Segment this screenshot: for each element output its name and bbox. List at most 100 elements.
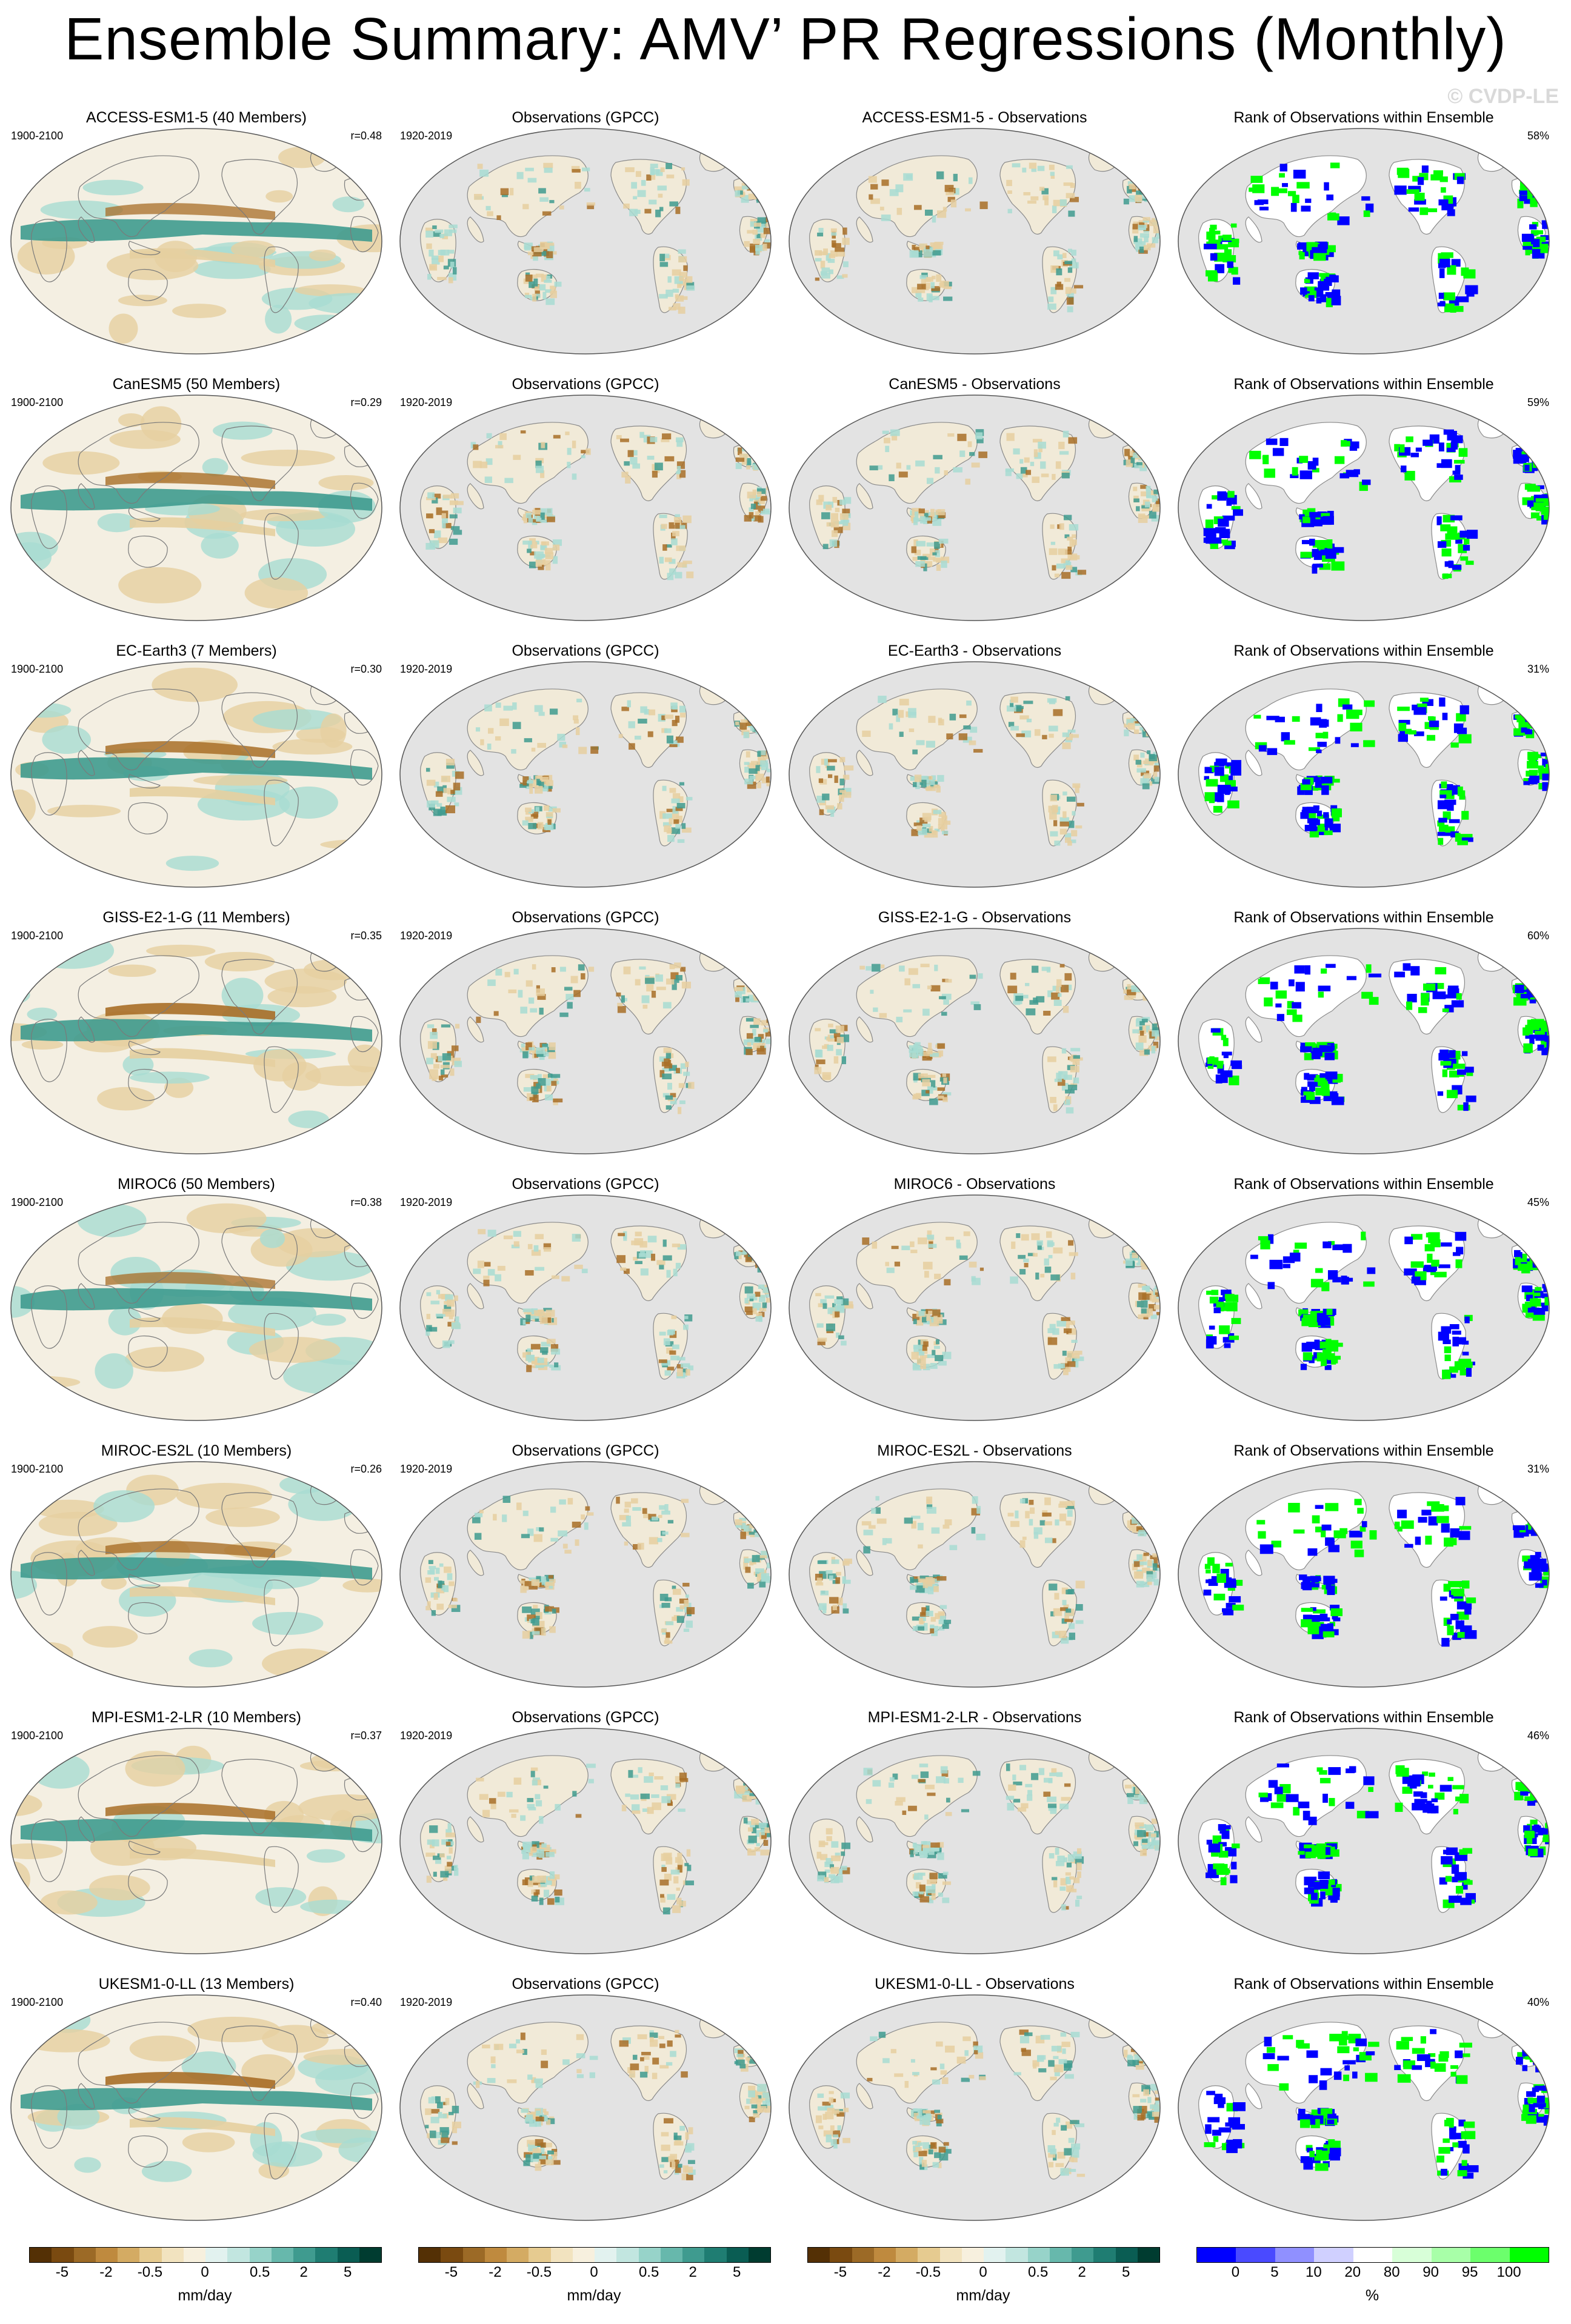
land-asia [467, 1222, 589, 1304]
colorbar-swatch [1197, 2248, 1236, 2262]
colorbar-rank: 0 5 10 20 80 90 95 100 % [1196, 2247, 1549, 2320]
land-namerica [221, 1759, 298, 1834]
land-seasia [128, 1307, 161, 1322]
land-india [467, 1816, 484, 1843]
colorbar-swatch [249, 2248, 272, 2262]
land-india [78, 1283, 95, 1310]
land-asia [467, 1755, 589, 1837]
land-asia [78, 688, 199, 771]
colorbar-boxes [1196, 2247, 1549, 2263]
rank-panel: Rank of Observations within Ensemble 45% [1167, 1174, 1560, 1441]
colorbar-boxes [807, 2247, 1160, 2263]
land-asia [856, 2022, 978, 2104]
land-samerica [264, 1846, 299, 1913]
land-africa [31, 219, 67, 282]
colorbar-swatch [1470, 2248, 1510, 2262]
period-label: 1920-2019 [400, 1730, 453, 1742]
observations-panel: Observations (GPCC) 1920-2019 [389, 108, 782, 375]
colorbar-tick: -5 [444, 2264, 458, 2280]
land-seasia [128, 1574, 161, 1589]
land-australia [128, 1602, 168, 1634]
colorbar-swatch [441, 2248, 463, 2262]
map [789, 1461, 1161, 1688]
map [1178, 1994, 1550, 2221]
land-africa [31, 1819, 67, 1882]
colorbar-tick: 95 [1461, 2264, 1478, 2280]
map [10, 661, 382, 888]
land-india [467, 750, 484, 776]
land-westafr [350, 1816, 379, 1853]
colorbar-unit: mm/day [956, 2287, 1010, 2304]
land-namerica [221, 692, 298, 768]
map [789, 661, 1161, 888]
rank-panel: Rank of Observations within Ensemble 58% [1167, 108, 1560, 375]
rank-percent: 45% [1527, 1196, 1549, 1208]
land-india [467, 2083, 484, 2109]
panel-title: Rank of Observations within Ensemble [1233, 109, 1494, 126]
land-samerica [264, 1313, 299, 1380]
colorbar-swatch [638, 2248, 661, 2262]
panel-title: Rank of Observations within Ensemble [1233, 909, 1494, 926]
colorbar-tick: 10 [1305, 2264, 1322, 2280]
land-westafr [350, 2082, 379, 2119]
colorbar-swatch [1093, 2248, 1116, 2262]
pattern-correlation: r=0.29 [350, 396, 382, 408]
land-india [856, 1550, 873, 1576]
colorbar-tick: 0.5 [1027, 2264, 1049, 2280]
land-namerica [610, 425, 687, 501]
land-asia [1245, 1755, 1367, 1837]
difference-panel: ACCESS-ESM1-5 - Observations [778, 108, 1171, 375]
colorbar-swatch [616, 2248, 639, 2262]
land-asia [78, 955, 199, 1037]
colorbar-tick: -0.5 [526, 2264, 552, 2280]
colorbar-ticks: -5 -2 -0.5 0 0.5 2 5 [418, 2264, 770, 2285]
rank-panel: Rank of Observations within Ensemble 31% [1167, 641, 1560, 908]
colorbar-tick: 5 [1121, 2264, 1130, 2280]
period-label: 1900-2100 [11, 1196, 64, 1208]
colorbar-swatch [484, 2248, 507, 2262]
panel-title: CanESM5 (50 Members) [112, 376, 281, 393]
rank-percent: 60% [1527, 930, 1549, 942]
panel-title: MPI-ESM1-2-LR (10 Members) [92, 1709, 301, 1726]
colorbar-tick: 100 [1496, 2264, 1521, 2280]
land-samerica [264, 1046, 299, 1113]
rank-panel: Rank of Observations within Ensemble 31% [1167, 1441, 1560, 1708]
period-label: 1900-2100 [11, 663, 64, 675]
colorbar-swatch [529, 2248, 551, 2262]
panel-title: MIROC6 (50 Members) [118, 1176, 275, 1193]
map [1178, 395, 1550, 621]
panel-title: Rank of Observations within Ensemble [1233, 1442, 1494, 1459]
land-india [1245, 2083, 1262, 2109]
rank-panel: Rank of Observations within Ensemble 40% [1167, 1974, 1560, 2241]
colorbar-tick: -5 [833, 2264, 847, 2280]
land-india [78, 216, 95, 243]
panel-title: Observations (GPCC) [512, 1176, 659, 1193]
difference-panel: EC-Earth3 - Observations [778, 641, 1171, 908]
colorbar-tick: 2 [299, 2264, 308, 2280]
colorbar-swatch [52, 2248, 74, 2262]
colorbar-swatch [462, 2248, 485, 2262]
colorbar-swatch [1006, 2248, 1028, 2262]
map [1178, 128, 1550, 355]
land-asia [467, 688, 589, 771]
colorbar-swatch [507, 2248, 529, 2262]
colorbar-swatch [1049, 2248, 1072, 2262]
colorbar-swatch [419, 2248, 441, 2262]
colorbar-obs: -5 -2 -0.5 0 0.5 2 5 mm/day [418, 2247, 771, 2320]
land-seasia [128, 1840, 161, 1856]
land-australia [128, 2135, 168, 2168]
colorbar-tick: 5 [732, 2264, 741, 2280]
land-namerica [221, 2025, 298, 2101]
map [789, 1994, 1161, 2221]
land-india [78, 483, 95, 510]
land-asia [1245, 1222, 1367, 1304]
map [1178, 928, 1550, 1154]
observations-panel: Observations (GPCC) 1920-2019 [389, 1174, 782, 1441]
map [10, 928, 382, 1154]
land-westafr [350, 1016, 379, 1053]
land-africa [31, 2085, 67, 2149]
land-namerica [999, 1759, 1076, 1834]
panel-title: EC-Earth3 - Observations [887, 642, 1062, 659]
pattern-correlation: r=0.26 [350, 1463, 382, 1475]
period-label: 1920-2019 [400, 1996, 453, 2008]
